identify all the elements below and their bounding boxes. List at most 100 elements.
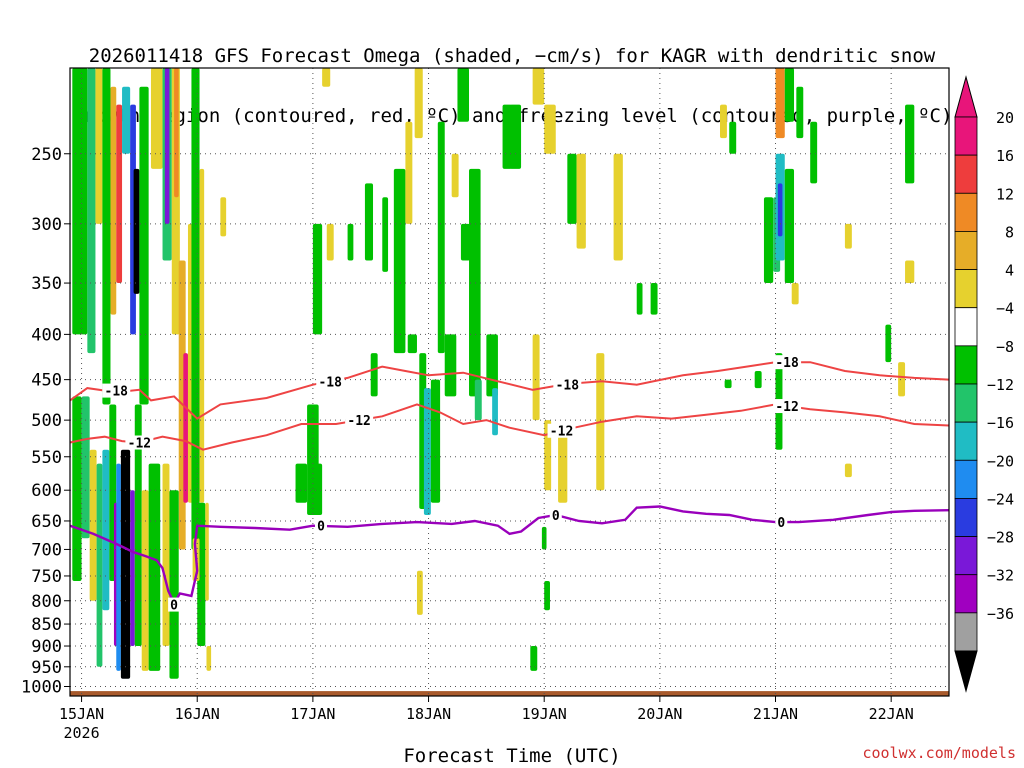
omega-cell xyxy=(530,646,538,671)
omega-cell xyxy=(162,463,170,647)
omega-cell xyxy=(405,121,413,224)
omega-cell xyxy=(164,68,170,224)
omega-cell xyxy=(326,223,334,261)
colorbar-swatch xyxy=(954,383,978,423)
omega-cell xyxy=(796,86,804,139)
y-tick-label: 950 xyxy=(31,658,62,678)
y-tick-label: 650 xyxy=(31,512,62,532)
omega-cell xyxy=(133,168,140,294)
contour-label: -12 xyxy=(550,425,573,440)
omega-cell xyxy=(414,68,423,139)
omega-cell xyxy=(775,68,785,139)
omega-cell xyxy=(724,379,732,389)
omega-cell xyxy=(636,283,643,315)
contour-label-bg xyxy=(345,413,374,428)
dgz-contour-minus12 xyxy=(69,403,950,451)
x-axis-title: Forecast Time (UTC) xyxy=(403,745,621,767)
omega-cell xyxy=(567,153,577,224)
omega-cell xyxy=(191,68,200,550)
omega-cell xyxy=(451,153,459,198)
x-tick-label: 18JAN xyxy=(406,705,451,723)
colorbar-swatch xyxy=(954,192,978,232)
omega-cell xyxy=(576,153,586,249)
terrain-layer xyxy=(70,691,949,696)
omega-cell xyxy=(650,283,658,315)
omega-shading-layer xyxy=(72,68,915,679)
omega-cell xyxy=(905,104,915,184)
omega-cell xyxy=(486,334,498,397)
contour-label-bg xyxy=(775,515,788,530)
x-tick-label: 15JAN xyxy=(59,705,104,723)
y-tick-label: 900 xyxy=(31,637,62,657)
contour-label: 0 xyxy=(552,509,560,524)
colorbar-swatch xyxy=(954,154,978,194)
omega-cell xyxy=(810,121,818,184)
y-tick-label: 550 xyxy=(31,448,62,468)
omega-cell xyxy=(130,490,135,647)
y-tick-label: 350 xyxy=(31,274,62,294)
colorbar-label: −24 xyxy=(987,490,1014,508)
omega-cell xyxy=(169,490,179,679)
colorbar-swatch xyxy=(954,345,978,385)
contour-labels: -18 -18 -18 -18 -12 -12 -12 -12 0 0 0 0 xyxy=(102,355,802,614)
omega-cell xyxy=(150,68,163,169)
colorbar-label: 4 xyxy=(1005,262,1014,280)
contour-label: -18 xyxy=(775,356,799,371)
chart-title: 2026011418 GFS Forecast Omega (shaded, −… xyxy=(0,6,1024,146)
y-tick-label: 300 xyxy=(31,215,62,235)
contour-label-bg xyxy=(553,377,582,392)
omega-cell xyxy=(509,104,522,169)
y-tick-label: 1000 xyxy=(21,678,62,698)
omega-cell xyxy=(312,223,323,335)
y-tick-label: 250 xyxy=(31,145,62,165)
omega-cell xyxy=(444,334,457,397)
omega-cell xyxy=(206,646,212,671)
colorbar-label: −28 xyxy=(987,529,1014,547)
omega-cell xyxy=(469,168,481,397)
freezing-level-contour xyxy=(69,505,950,606)
y-tick-label: 500 xyxy=(31,411,62,431)
colorbar-swatch xyxy=(954,231,978,270)
y-tick-label: 700 xyxy=(31,540,62,560)
omega-cell xyxy=(197,502,206,647)
omega-cell xyxy=(183,353,188,503)
omega-cell xyxy=(791,283,799,305)
omega-cell xyxy=(120,449,131,679)
colorbar-swatch xyxy=(954,612,978,652)
x-tick-label: 20JAN xyxy=(637,705,682,723)
omega-cell xyxy=(474,379,482,421)
x-tick-label: 22JAN xyxy=(869,705,914,723)
contour-label-bg xyxy=(314,518,327,533)
contour-label: -18 xyxy=(105,385,129,400)
contour-label-bg xyxy=(773,355,802,370)
omega-cell xyxy=(416,570,423,615)
colorbar: 20 16 12 8 4 −4 −8 −12 −16 −20 −24 −28 −32 −36 xyxy=(954,75,1014,693)
x-tick-label: 21JAN xyxy=(753,705,798,723)
omega-cell xyxy=(102,449,110,611)
x-tick-label: 19JAN xyxy=(522,705,567,723)
colorbar-label: 12 xyxy=(996,185,1014,203)
contour-label: -12 xyxy=(775,400,798,415)
omega-cell xyxy=(72,396,82,582)
credit-text: coolwx.com/models xyxy=(862,744,1016,762)
omega-cell xyxy=(437,121,445,354)
contour-label-bg xyxy=(168,597,181,612)
colorbar-swatch xyxy=(954,536,978,576)
y-tick-label: 450 xyxy=(31,371,62,391)
omega-cell xyxy=(89,449,97,601)
contour-label: 0 xyxy=(170,599,178,614)
colorbar-swatch xyxy=(954,269,978,309)
colorbar-swatch xyxy=(954,307,978,347)
omega-cell xyxy=(544,104,556,154)
omega-cell xyxy=(87,68,96,354)
y-tick-label: 600 xyxy=(31,481,62,501)
omega-cell xyxy=(777,183,783,237)
colorbar-label: −16 xyxy=(987,414,1014,432)
omega-cell xyxy=(460,223,471,261)
omega-cell xyxy=(315,463,323,516)
x-year-label: 2026 xyxy=(64,724,100,742)
omega-cell xyxy=(844,463,852,478)
omega-cell xyxy=(613,153,623,261)
colorbar-label: 16 xyxy=(996,147,1014,165)
